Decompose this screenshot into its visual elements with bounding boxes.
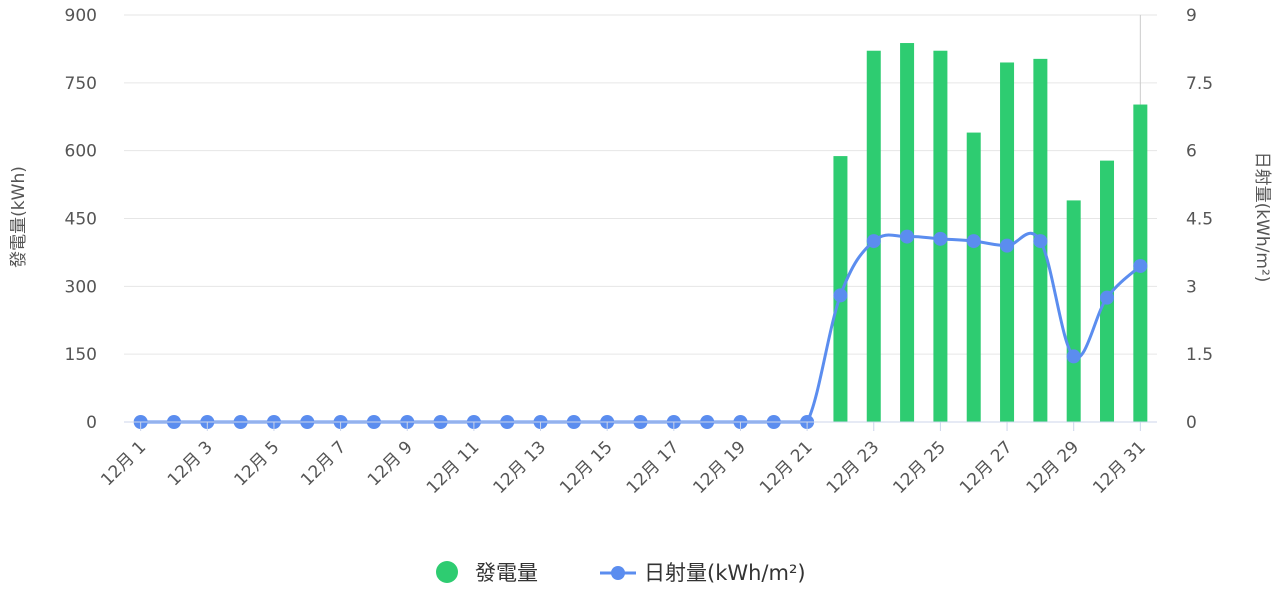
line-point[interactable] [1033, 234, 1048, 249]
grid-lines [124, 14, 1157, 355]
x-tick-label: 12月 7 [297, 437, 350, 490]
line-point[interactable] [1133, 258, 1148, 273]
bar[interactable] [1066, 200, 1081, 422]
x-tick-label: 12月 15 [556, 437, 617, 498]
line-point[interactable] [1066, 349, 1081, 364]
x-tick-label: 12月 17 [623, 437, 684, 498]
legend-bar-marker-icon [436, 561, 458, 583]
x-axis-tick-labels: 12月 1 12月 3 12月 5 12月 7 12月 9 12月 11 12月 13 12月… [97, 437, 1150, 498]
left-tick-label: 450 [65, 210, 97, 230]
line-point[interactable] [833, 288, 848, 303]
legend-label-power: 發電量 [475, 561, 538, 585]
line-series-path[interactable] [140, 231, 1142, 424]
right-tick-label: 0 [1186, 413, 1197, 433]
line-point[interactable] [866, 234, 881, 249]
x-tick-label: 12月 11 [423, 437, 484, 498]
line-point[interactable] [900, 229, 915, 244]
x-tick-label: 12月 31 [1089, 437, 1150, 498]
x-tick-label: 12月 5 [231, 437, 284, 490]
left-tick-label: 0 [86, 413, 97, 433]
x-tick-label: 12月 1 [97, 437, 150, 490]
bar[interactable] [966, 132, 981, 423]
x-tick-label: 12月 21 [756, 437, 817, 498]
right-tick-label: 6 [1186, 142, 1197, 162]
x-axis [124, 421, 1157, 431]
right-tick-label: 4.5 [1186, 210, 1213, 230]
legend-item-irradiance[interactable]: 日射量(kWh/m²) [600, 561, 806, 585]
x-tick-label: 12月 19 [689, 437, 750, 498]
right-tick-label: 1.5 [1186, 345, 1213, 365]
line-point[interactable] [933, 231, 948, 246]
x-tick-label: 12月 23 [823, 437, 884, 498]
x-tick-label: 12月 27 [956, 437, 1017, 498]
x-tick-label: 12月 25 [889, 437, 950, 498]
line-point[interactable] [1000, 238, 1015, 253]
right-tick-label: 9 [1186, 6, 1197, 26]
left-tick-label: 900 [65, 6, 97, 26]
x-tick-label: 12月 9 [364, 437, 417, 490]
right-axis-ticks: 0 1.5 3 4.5 6 7.5 9 [1186, 6, 1213, 433]
line-point[interactable] [1100, 290, 1115, 305]
right-axis-title: 日射量(kWh/m²) [1252, 152, 1272, 283]
left-tick-label: 300 [65, 277, 97, 297]
bar-series[interactable] [833, 43, 1148, 423]
left-tick-label: 600 [65, 142, 97, 162]
legend: 發電量 日射量(kWh/m²) [436, 561, 806, 585]
left-axis-ticks: 0 150 300 450 600 750 900 [65, 6, 97, 433]
legend-point-marker-icon [611, 566, 625, 580]
x-tick-label: 12月 3 [164, 437, 217, 490]
legend-item-power[interactable]: 發電量 [436, 561, 538, 585]
x-tick-label: 12月 29 [1023, 437, 1084, 498]
x-tick-label: 12月 13 [489, 437, 550, 498]
legend-label-irradiance: 日射量(kWh/m²) [644, 561, 806, 585]
line-point[interactable] [966, 234, 981, 249]
right-tick-label: 3 [1186, 277, 1197, 297]
line-series-points[interactable] [133, 229, 1148, 429]
right-tick-label: 7.5 [1186, 74, 1213, 94]
left-tick-label: 750 [65, 74, 97, 94]
left-tick-label: 150 [65, 345, 97, 365]
left-axis-title: 發電量(kWh) [9, 166, 29, 268]
